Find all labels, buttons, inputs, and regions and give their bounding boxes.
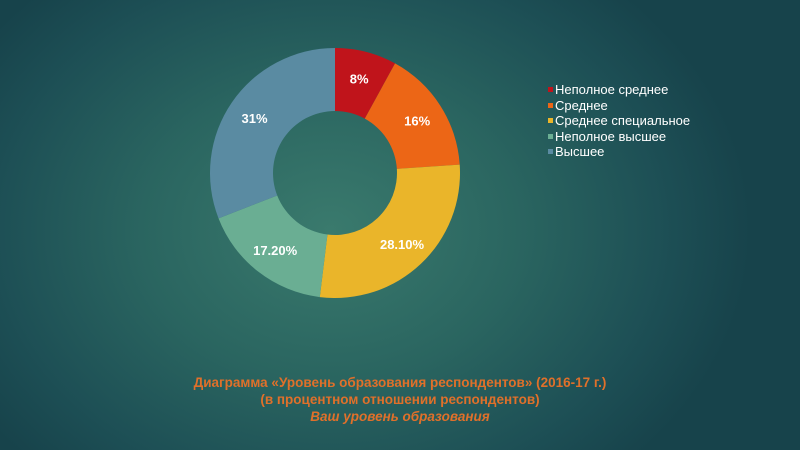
slice-incomplete-higher [218,195,328,298]
legend-swatch-icon [548,149,553,155]
chart-subtitle: (в процентном отношении респондентов) [260,392,540,407]
legend-swatch-icon [548,133,553,139]
legend-item-vocational-secondary: Среднее специальное [548,113,690,129]
slice-label-higher: 31% [242,111,268,126]
chart-legend: Неполное среднее Среднее Среднее специал… [548,82,690,160]
chart-title: Диаграмма «Уровень образования респонден… [193,375,607,390]
slice-label-vocational-secondary: 28.10% [380,237,425,252]
chart-caption: Диаграмма «Уровень образования респонден… [0,374,800,425]
legend-label: Среднее [555,97,608,113]
donut-slices [209,48,460,299]
legend-label: Среднее специальное [555,113,691,128]
slice-higher [209,48,335,219]
chart-question: Ваш уровень образования [310,409,490,424]
legend-item-incomplete-higher: Неполное высшее [548,129,690,145]
slice-secondary [364,63,460,169]
slice-label-secondary: 16% [404,114,430,129]
legend-item-higher: Высшее [548,144,690,160]
donut-labels: 8% 16% 28.10% 17.20% 31% [242,72,431,258]
slice-label-incomplete-higher: 17.20% [253,243,298,258]
legend-swatch-icon [548,118,553,124]
legend-swatch-icon [548,87,553,93]
legend-swatch-icon [548,102,553,108]
legend-item-secondary: Среднее [548,98,690,114]
slice-incomplete-secondary [335,48,396,119]
legend-label: Высшее [555,144,605,159]
legend-label: Неполное среднее [555,82,669,97]
legend-item-incomplete-secondary: Неполное среднее [548,82,690,98]
legend-label: Неполное высшее [555,128,667,144]
slice-label-incomplete-secondary: 8% [350,72,369,87]
slice-vocational-secondary [319,164,460,299]
